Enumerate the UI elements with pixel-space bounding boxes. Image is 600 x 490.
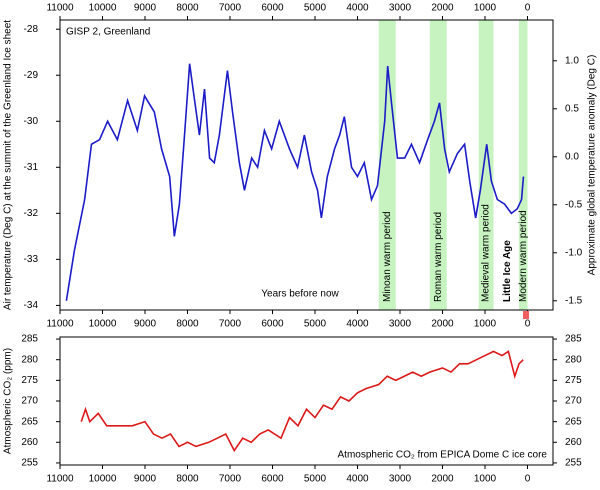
- x-tick-label-top: 6000: [261, 3, 284, 14]
- x-tick-label: 11000: [46, 319, 74, 330]
- y-tick-label: -32: [24, 208, 39, 219]
- y-tick-label: -28: [24, 24, 39, 35]
- y-tick-label: -34: [24, 300, 39, 311]
- x-tick-label: 5000: [304, 319, 327, 330]
- period-band: [478, 20, 494, 310]
- marker-label: Little Ice Age: [502, 240, 513, 302]
- y2-tick-label: 1.0: [565, 55, 579, 66]
- y-tick-label: 280: [21, 354, 38, 365]
- y2-tick-label: 0.5: [565, 103, 579, 114]
- y-tick-label: -31: [24, 162, 39, 173]
- y2-tick-label: 275: [565, 375, 582, 386]
- x-tick-label: 0: [525, 474, 531, 485]
- x-tick-label: 4000: [346, 319, 369, 330]
- y-tick-label: 260: [21, 437, 38, 448]
- x-tick-label: 2000: [431, 474, 454, 485]
- y2-tick-label: 280: [565, 354, 582, 365]
- x-tick-label: 10000: [89, 319, 117, 330]
- period-label: Medieval warm period: [481, 204, 492, 302]
- period-label: Roman warm period: [433, 212, 444, 302]
- y2-tick-label: 0.0: [565, 151, 579, 162]
- y2-tick-label: 265: [565, 416, 582, 427]
- x-tick-label-top: 5000: [304, 3, 327, 14]
- x-tick-label: 1000: [474, 319, 497, 330]
- x-tick-label-top: 11000: [46, 3, 74, 14]
- x-tick-label: 8000: [176, 474, 199, 485]
- x-tick-label-top: 7000: [219, 3, 242, 14]
- y2-tick-label: -0.5: [565, 199, 583, 210]
- y2-tick-label: 285: [565, 334, 582, 345]
- period-label: Minoan warm period: [382, 211, 393, 302]
- x-tick-label: 7000: [219, 474, 242, 485]
- x-tick-label-top: 2000: [431, 3, 454, 14]
- y-tick-label: 270: [21, 396, 38, 407]
- annotation: GISP 2, Greenland: [66, 27, 150, 38]
- x-tick-label: 9000: [134, 319, 157, 330]
- x-tick-label-top: 0: [525, 3, 531, 14]
- period-band: [519, 20, 528, 310]
- y2-tick-label: -1.0: [565, 247, 583, 258]
- y2-tick-label: 270: [565, 396, 582, 407]
- y2-tick-label: 255: [565, 458, 582, 469]
- y2-axis-label: Approximate global temperature anomaly (…: [587, 55, 598, 276]
- x-tick-label: 4000: [346, 474, 369, 485]
- y-tick-label: -33: [24, 254, 39, 265]
- data-line: [80, 350, 524, 453]
- x-tick-label: 7000: [219, 319, 242, 330]
- y-axis-label: Air temperature (Deg C) at the summit of…: [3, 20, 14, 310]
- annotation: Years before now: [261, 289, 339, 300]
- x-tick-label-top: 10000: [89, 3, 117, 14]
- plot-frame: [59, 336, 554, 466]
- y2-tick-label: -1.5: [565, 295, 583, 306]
- annotation: Atmospheric CO₂ from EPICA Dome C ice co…: [338, 450, 548, 461]
- x-tick-label: 3000: [389, 474, 412, 485]
- x-tick-label: 3000: [389, 319, 412, 330]
- data-line: [65, 63, 525, 301]
- x-tick-label-top: 9000: [134, 3, 157, 14]
- x-tick-label: 9000: [134, 474, 157, 485]
- y-tick-label: 275: [21, 375, 38, 386]
- y-axis-label: Atmospheric CO₂ (ppm): [3, 348, 14, 454]
- x-tick-label-top: 1000: [474, 3, 497, 14]
- period-band: [378, 20, 396, 310]
- period-label: Modern warm period: [518, 210, 529, 302]
- y-tick-label: 285: [21, 334, 38, 345]
- x-tick-label: 0: [525, 319, 531, 330]
- present-marker: [523, 311, 529, 319]
- y-tick-label: 255: [21, 458, 38, 469]
- y-tick-label: 265: [21, 416, 38, 427]
- x-tick-label: 5000: [304, 474, 327, 485]
- x-tick-label: 2000: [431, 319, 454, 330]
- x-tick-label: 8000: [176, 319, 199, 330]
- x-tick-label-top: 4000: [346, 3, 369, 14]
- period-band: [429, 20, 447, 310]
- x-tick-label: 1000: [474, 474, 497, 485]
- y-tick-label: -29: [24, 70, 39, 81]
- x-tick-label-top: 8000: [176, 3, 199, 14]
- plot-frame: [59, 19, 554, 311]
- x-tick-label: 6000: [261, 474, 284, 485]
- x-tick-label: 10000: [89, 474, 117, 485]
- y-tick-label: -30: [24, 116, 39, 127]
- x-tick-label-top: 3000: [389, 3, 412, 14]
- x-tick-label: 11000: [46, 474, 74, 485]
- x-tick-label: 6000: [261, 319, 284, 330]
- y2-tick-label: 260: [565, 437, 582, 448]
